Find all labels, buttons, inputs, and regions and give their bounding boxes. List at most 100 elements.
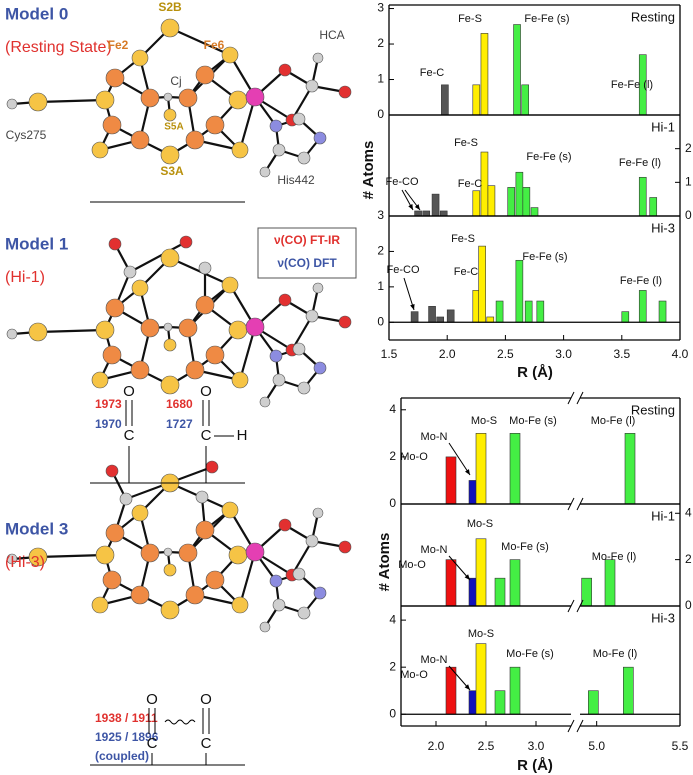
bar [445, 456, 457, 505]
group-atom: O [123, 383, 135, 400]
atom [269, 574, 283, 588]
bar [581, 577, 592, 607]
frequency-dft: 1970 [95, 417, 122, 431]
atom [305, 534, 319, 548]
atom [102, 115, 122, 135]
annotation: Mo-Fe (s) [501, 541, 549, 553]
axis-break [576, 719, 584, 733]
atom [338, 540, 352, 554]
bar [410, 311, 419, 323]
atom [228, 90, 248, 110]
atom [313, 586, 327, 600]
bar [475, 433, 487, 505]
axis-break [567, 391, 575, 405]
atom [160, 145, 180, 165]
x-axis-title: R (Å) [517, 757, 553, 774]
bar [604, 559, 616, 607]
y-tick-label: 3 [377, 208, 384, 222]
atom-label: Fe2 [108, 38, 129, 52]
frequency-dft: 1925 / 1896 [95, 730, 159, 744]
y-tick-label: 4 [685, 505, 692, 519]
atom [140, 543, 160, 563]
group-atom: O [146, 691, 158, 708]
x-tick-label: 2.5 [478, 739, 495, 753]
atom-label: Cj [170, 74, 181, 88]
atom [231, 141, 249, 159]
bar [445, 559, 457, 607]
x-tick-label: 3.0 [528, 739, 545, 753]
model-state: (Hi-3) [5, 554, 45, 571]
atom [91, 141, 109, 159]
bond [37, 553, 106, 559]
atom [221, 46, 239, 64]
atom [312, 507, 324, 519]
panel-label: Hi-3 [651, 220, 675, 235]
annotation: Mo-Fe (l) [593, 648, 638, 660]
x-tick-label: 5.0 [588, 739, 605, 753]
bar [472, 84, 481, 116]
annotation: Fe-C [420, 67, 445, 79]
atom [195, 65, 215, 85]
y-tick-label: 2 [389, 659, 396, 673]
x-tick-label: 2.0 [428, 739, 445, 753]
y-tick-label: 0 [377, 107, 384, 121]
atom [221, 276, 239, 294]
atom-label: S3A [160, 164, 184, 178]
atom [140, 88, 160, 108]
y-tick-label: 2 [377, 244, 384, 258]
atom [228, 320, 248, 340]
atom [178, 543, 198, 563]
frequency-ir: 1973 [95, 397, 122, 411]
frequency-ir: 1680 [166, 397, 193, 411]
atom [163, 547, 173, 557]
atom [245, 317, 265, 337]
group-atom: C [201, 735, 212, 752]
x-tick-label: 1.5 [381, 347, 398, 361]
bond [169, 26, 231, 57]
panel-label: Hi-1 [651, 508, 675, 523]
atom-label: S2B [158, 0, 182, 14]
annotation: Fe-Fe (s) [526, 151, 571, 163]
y-tick-label: 1 [685, 175, 692, 189]
atom-label: S5A [164, 122, 183, 133]
atom-label: HCA [319, 28, 344, 42]
bar [487, 185, 496, 217]
arrow [448, 442, 471, 476]
charts: 0 1 2 3 Resting Fe-C Fe-S Fe-Fe (s) Fe-Fe (l) 0 1 2… [360, 1, 692, 774]
bar [428, 306, 436, 323]
annotation: Mo-Fe (l) [592, 551, 637, 563]
atom [205, 115, 225, 135]
atom [105, 464, 119, 478]
atom [313, 131, 327, 145]
atom [245, 542, 265, 562]
bar [475, 538, 487, 607]
bar [513, 24, 521, 116]
panel-label: Resting [631, 402, 675, 417]
y-axis-title: # Atoms [360, 141, 377, 200]
atom [278, 293, 292, 307]
atom [305, 79, 319, 93]
arrow [403, 277, 415, 311]
atom [105, 523, 125, 543]
bar [507, 187, 516, 217]
bar [494, 577, 506, 607]
group-atom: O [200, 383, 212, 400]
atom [269, 349, 283, 363]
y-tick-label: 0 [389, 496, 396, 510]
bar [515, 259, 524, 323]
atom [160, 248, 180, 268]
y-axis-title: # Atoms [376, 533, 393, 592]
x-tick-label: 2.5 [497, 347, 514, 361]
x-tick-label: 3.5 [613, 347, 630, 361]
atom [130, 130, 150, 150]
atom [278, 518, 292, 532]
model-title: Model 1 [5, 234, 68, 253]
x-tick-label: 2.0 [439, 347, 456, 361]
annotation: Fe-Fe (s) [522, 251, 567, 263]
atom [160, 375, 180, 395]
annotation: Mo-S [467, 518, 493, 530]
y-tick-label: 0 [377, 314, 384, 328]
bar [494, 690, 506, 715]
bond [37, 98, 106, 104]
atom [131, 279, 149, 297]
